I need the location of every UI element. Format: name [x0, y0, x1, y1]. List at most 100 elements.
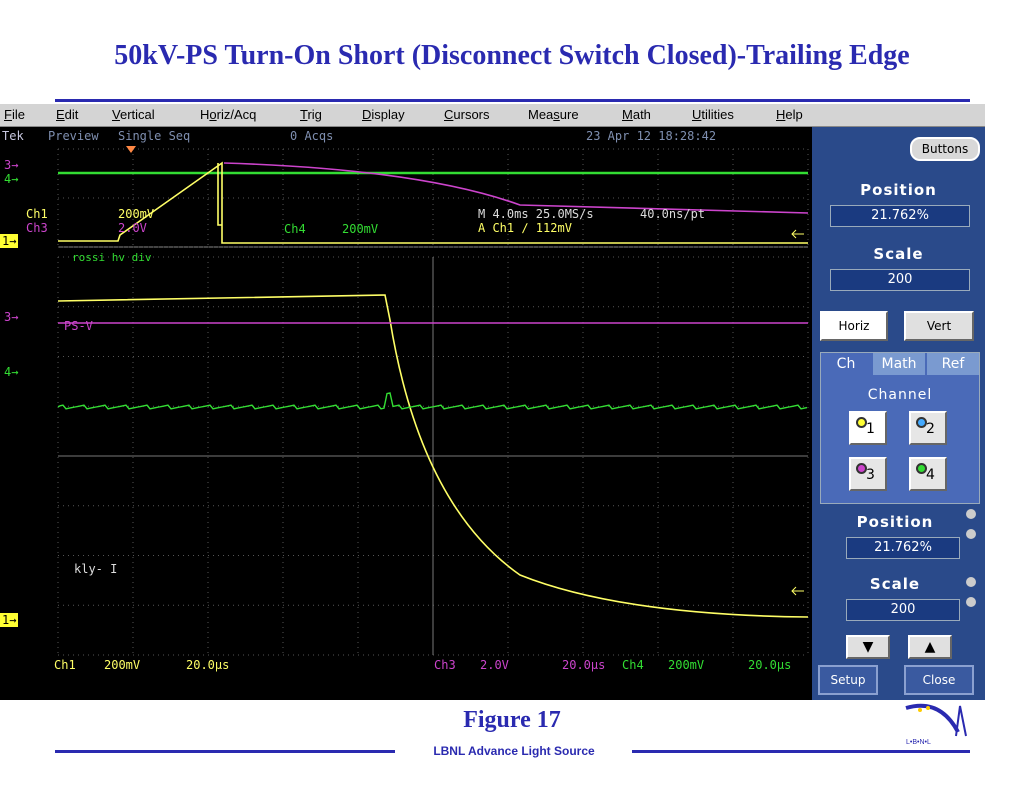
close-button[interactable]: Close [904, 665, 974, 695]
channel-1-dot-icon [856, 417, 867, 428]
date-time: 23 Apr 12 18:28:42 [586, 129, 717, 143]
triangle-down-icon: ▼ [862, 639, 874, 655]
channel-1-button[interactable]: 1 [849, 411, 887, 445]
ch1-readout-time: 20.0µs [186, 658, 230, 672]
buttons-toggle[interactable]: Buttons [910, 137, 980, 161]
preview-label: Preview [48, 129, 99, 143]
ch1-readout-scale: 200mV [104, 658, 141, 672]
menu-display[interactable]: Display [362, 107, 405, 122]
ch4-readout-time: 20.0µs [748, 658, 792, 672]
zoom-readout: Ch1 200mV Ch3 2.0V Ch4 200mV M 4.0ms 25.… [0, 104, 810, 264]
vert-button[interactable]: Vert [904, 311, 974, 341]
logo-text: L•B•N•L [906, 739, 931, 746]
title-rule [55, 99, 970, 102]
channel-scale-label: Scale [869, 575, 921, 593]
waveform-display [57, 146, 809, 656]
zoom-ch3-scale: 2.0V [118, 221, 147, 235]
brand-label: Tek [2, 129, 24, 143]
ch1-marker[interactable]: 1→ [0, 613, 19, 627]
menu-file[interactable]: File [4, 107, 25, 122]
ch3-marker[interactable]: 3→ [4, 310, 19, 324]
ch1-readout-label: Ch1 [54, 658, 76, 672]
ch3-readout-scale: 2.0V [480, 658, 509, 672]
channel-2-dot-icon [916, 417, 927, 428]
knob-indicator-icon [966, 577, 976, 587]
channel-scale-field[interactable]: 200 [846, 599, 960, 621]
channel-position-label: Position [856, 513, 934, 531]
channel-3-button[interactable]: 3 [849, 457, 887, 491]
footer-rule-left [55, 750, 395, 753]
channel-tab-panel: Ch Math Ref Channel 1 2 3 4 [820, 352, 980, 504]
zoom-trigger-level-icon [791, 229, 804, 239]
oscilloscope-window: File Edit Vertical Horiz/Acq Trig Displa… [0, 104, 985, 700]
horizontal-readout: M 4.0ms 25.0MS/s [478, 207, 594, 221]
ch4-readout-scale: 200mV [668, 658, 705, 672]
scale-value-field[interactable]: 200 [830, 269, 970, 291]
scroll-up-button[interactable]: ▲ [908, 635, 952, 659]
control-panel: Buttons Position 21.762% Scale 200 Horiz… [812, 127, 985, 700]
channel-4-button[interactable]: 4 [909, 457, 947, 491]
menu-help[interactable]: Help [776, 107, 803, 122]
scroll-down-button[interactable]: ▼ [846, 635, 890, 659]
point-rate-readout: 40.0ns/pt [640, 207, 706, 221]
slide-title: 50kV-PS Turn-On Short (Disconnect Switch… [114, 40, 910, 71]
tab-ref[interactable]: Ref [927, 353, 979, 375]
zoom-ch1-label: Ch1 [26, 207, 48, 221]
position-label: Position [860, 181, 937, 199]
ch3-readout-time: 20.0µs [562, 658, 606, 672]
trigger-level-icon [791, 586, 804, 596]
ch1-trace [57, 294, 809, 618]
setup-button[interactable]: Setup [818, 665, 878, 695]
acq-count: 0 Acqs [290, 129, 334, 143]
horiz-button[interactable]: Horiz [820, 311, 888, 341]
ch4-trace [57, 392, 808, 410]
knob-indicator-icon [966, 529, 976, 539]
zoom-ch4-scale: 200mV [342, 222, 379, 236]
menu-cursors[interactable]: Cursors [444, 107, 490, 122]
ch1-zoom-marker[interactable]: 1→ [0, 234, 19, 248]
upper-trace-label: rossi hv div [72, 251, 152, 264]
scale-label: Scale [873, 245, 924, 263]
menu-horiz-acq[interactable]: Horiz/Acq [200, 107, 257, 122]
footer-rule-right [632, 750, 970, 753]
menu-trig[interactable]: Trig [300, 107, 322, 122]
menu-bar: File Edit Vertical Horiz/Acq Trig Displa… [0, 104, 985, 127]
ps-trace-label: PS-V [64, 319, 93, 333]
menu-utilities[interactable]: Utilities [692, 107, 734, 122]
zoom-ch3-label: Ch3 [26, 221, 48, 235]
figure-caption: Figure 17 [463, 707, 561, 733]
ch4-zoom-marker[interactable]: 4→ [4, 172, 19, 186]
ch3-readout-label: Ch3 [434, 658, 456, 672]
trigger-position-icon [126, 146, 136, 153]
ch4-readout-label: Ch4 [622, 658, 644, 672]
menu-edit[interactable]: Edit [56, 107, 79, 122]
bottom-readout: Ch1 200mV 20.0µs Ch3 2.0V 20.0µs Ch4 200… [0, 657, 810, 675]
tab-math[interactable]: Math [873, 353, 925, 375]
menu-vertical[interactable]: Vertical [112, 107, 155, 122]
trigger-readout: A Ch1 ∕ 112mV [478, 221, 572, 235]
footer-text: LBNL Advance Light Source [433, 744, 595, 758]
menu-measure[interactable]: Measure [528, 107, 579, 122]
channel-label: Channel [867, 387, 933, 403]
zoom-ch4-label: Ch4 [284, 222, 306, 236]
channel-position-field[interactable]: 21.762% [846, 537, 960, 559]
channel-2-number: 2 [926, 421, 935, 437]
knob-indicator-icon [966, 509, 976, 519]
acq-mode-label: Single Seq [118, 129, 191, 143]
channel-4-dot-icon [916, 463, 927, 474]
zoom-ch3-trace [223, 162, 809, 214]
ch4-marker[interactable]: 4→ [4, 365, 19, 379]
knob-indicator-icon [966, 597, 976, 607]
ch3-zoom-marker[interactable]: 3→ [4, 158, 19, 172]
kly-trace-label: kly- I [74, 562, 118, 576]
channel-3-number: 3 [866, 467, 875, 483]
tab-ch[interactable]: Ch [836, 356, 856, 372]
zoom-ch1-edge [217, 163, 222, 226]
position-value-field[interactable]: 21.762% [830, 205, 970, 227]
channel-2-button[interactable]: 2 [909, 411, 947, 445]
zoom-ch1-scale: 200mV [118, 207, 155, 221]
channel-1-number: 1 [866, 421, 875, 437]
channel-3-dot-icon [856, 463, 867, 474]
lbnl-logo: L•B•N•L [905, 703, 967, 746]
menu-math[interactable]: Math [622, 107, 651, 122]
